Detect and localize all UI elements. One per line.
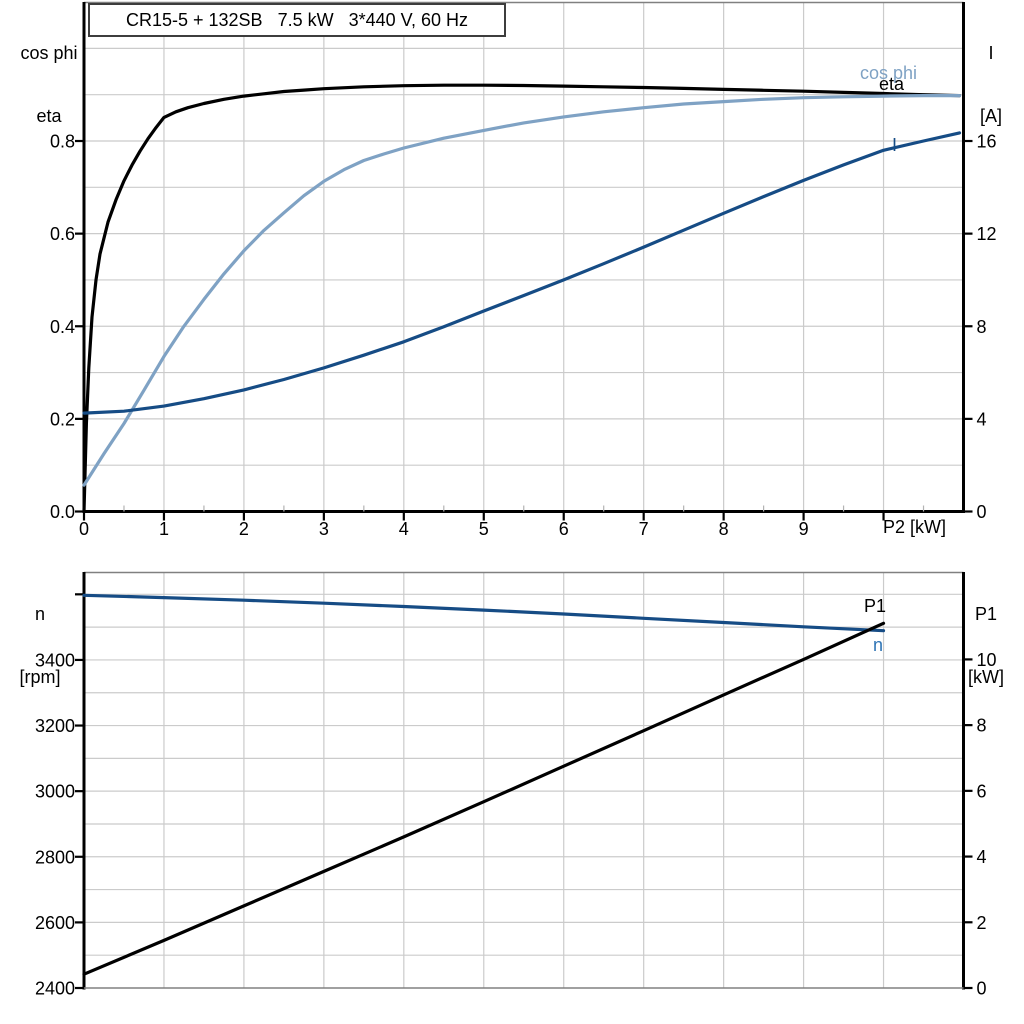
series-P1 (82, 621, 886, 976)
curve-label-cos-phi: cos phi (860, 63, 918, 83)
svg-text:0.2: 0.2 (50, 409, 75, 429)
lower-right-axis-label: P1 [kW] (956, 562, 1016, 709)
svg-text:0.0: 0.0 (50, 502, 75, 522)
svg-text:6: 6 (977, 781, 987, 801)
cos-phi-axis-text: cos phi (20, 43, 78, 63)
upper-frame (82, 1, 965, 513)
ampere-unit-text: [A] (979, 106, 1002, 126)
lower-left-axis-label: n [rpm] (8, 562, 72, 709)
x-axis-label-p2: P2 [kW] (883, 517, 947, 537)
svg-text:4: 4 (399, 519, 409, 539)
speed-axis-text: n (34, 604, 45, 624)
svg-text:12: 12 (977, 224, 997, 244)
curve-label-eta: eta (879, 74, 905, 94)
p1-axis-text: P1 (974, 604, 998, 624)
curve-label-p1: P1 (864, 596, 887, 616)
svg-text:3400: 3400 (35, 650, 75, 670)
upper-curves (82, 83, 962, 514)
svg-text:9: 9 (799, 519, 809, 539)
svg-text:5: 5 (479, 519, 489, 539)
svg-text:8: 8 (977, 317, 987, 337)
svg-text:4: 4 (977, 847, 987, 867)
current-axis-text: I (988, 43, 994, 63)
lower-ticks: 2400 2600 2800 3000 3200 3400 0 2 4 6 8 10 (35, 593, 997, 999)
lower-curves (82, 593, 886, 976)
series-I (82, 131, 962, 415)
upper-left-axis-label: cos phi eta (14, 1, 84, 148)
svg-text:7: 7 (639, 519, 649, 539)
svg-text:10: 10 (977, 650, 997, 670)
svg-text:3: 3 (319, 519, 329, 539)
svg-text:2800: 2800 (35, 847, 75, 867)
svg-text:0.6: 0.6 (50, 224, 75, 244)
svg-text:3200: 3200 (35, 716, 75, 736)
svg-text:6: 6 (559, 519, 569, 539)
upper-right-axis-label: I [A] (964, 1, 1018, 148)
svg-text:0.8: 0.8 (50, 132, 75, 152)
svg-text:4: 4 (977, 409, 987, 429)
svg-text:2400: 2400 (35, 979, 75, 999)
svg-text:3000: 3000 (35, 782, 75, 802)
series-n (82, 593, 886, 633)
series-cos-phi (82, 93, 962, 487)
svg-text:8: 8 (719, 519, 729, 539)
svg-text:2: 2 (239, 519, 249, 539)
svg-text:2: 2 (977, 913, 987, 933)
curve-label-current: I (892, 135, 898, 155)
series-eta (82, 83, 962, 514)
svg-text:0: 0 (977, 502, 987, 522)
svg-text:1: 1 (159, 519, 169, 539)
lower-frame (82, 571, 965, 990)
curve-label-n: n (873, 635, 884, 655)
upper-grid (84, 3, 964, 512)
svg-text:8: 8 (977, 716, 987, 736)
svg-text:0: 0 (79, 519, 89, 539)
eta-axis-text: eta (36, 106, 62, 126)
svg-text:0.4: 0.4 (50, 317, 75, 337)
svg-text:2600: 2600 (35, 913, 75, 933)
chart-title: CR15-5 + 132SB 7.5 kW 3*440 V, 60 Hz (88, 3, 506, 37)
lower-grid (84, 573, 964, 988)
kw-unit-text: [kW] (968, 667, 1004, 687)
svg-text:16: 16 (977, 132, 997, 152)
svg-text:0: 0 (977, 979, 987, 999)
rpm-unit-text: [rpm] (19, 667, 61, 687)
